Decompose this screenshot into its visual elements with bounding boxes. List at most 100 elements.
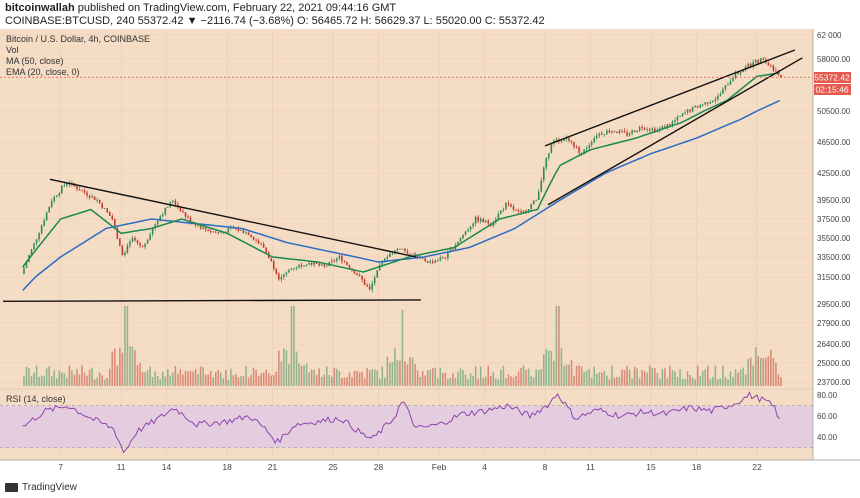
- volume-bar: [739, 369, 742, 386]
- candle-body: [621, 130, 623, 132]
- candle-body: [593, 137, 596, 143]
- volume-bar: [550, 350, 553, 386]
- volume-bar: [116, 365, 119, 386]
- author-name[interactable]: bitcoinwallah: [5, 2, 75, 14]
- candle-body: [512, 206, 515, 210]
- candle-body: [648, 129, 651, 131]
- candle-body: [308, 262, 310, 265]
- candle-body: [759, 58, 762, 64]
- candle-body: [679, 116, 681, 117]
- volume-bar: [654, 368, 656, 386]
- volume-bar: [40, 375, 43, 386]
- price-axis-panel[interactable]: [813, 29, 860, 460]
- volume-bar: [479, 366, 482, 386]
- price-tick-label: 25000.00: [817, 359, 851, 368]
- volume-bar: [255, 369, 257, 386]
- candle-body: [76, 186, 78, 190]
- volume-bar: [134, 350, 136, 386]
- volume-bar: [336, 368, 338, 386]
- candle-body: [247, 232, 250, 235]
- volume-bar: [341, 377, 343, 386]
- candle-body: [381, 260, 384, 266]
- volume-bar: [361, 371, 363, 386]
- price-tick-label: 35500.00: [817, 234, 851, 243]
- price-tick-label: 42500.00: [817, 169, 851, 178]
- candle-body: [507, 203, 510, 205]
- candle-body: [757, 60, 760, 64]
- volume-bar: [633, 366, 636, 386]
- candle-body: [156, 220, 159, 225]
- candle-body: [265, 247, 267, 253]
- candle-body: [161, 214, 164, 217]
- candle-body: [661, 126, 664, 129]
- candle-body: [48, 206, 50, 213]
- volume-bar: [648, 365, 651, 386]
- volume-bar: [404, 361, 406, 386]
- volume-bar: [714, 365, 717, 386]
- time-axis-panel[interactable]: [0, 460, 860, 474]
- volume-bar: [280, 361, 283, 386]
- volume-bar: [709, 378, 712, 386]
- price-tick-label: 23700.00: [817, 378, 851, 387]
- candle-body: [532, 200, 535, 205]
- volume-bar: [66, 377, 68, 386]
- volume-bar: [189, 370, 192, 386]
- candle-body: [98, 199, 101, 204]
- candle-body: [575, 147, 578, 148]
- candle-body: [691, 106, 694, 112]
- volume-bar: [232, 375, 235, 386]
- candle-body: [202, 227, 204, 229]
- tradingview-logo[interactable]: TradingView: [5, 482, 77, 493]
- volume-bar: [363, 377, 366, 386]
- candle-body: [220, 232, 222, 234]
- volume-bar: [449, 377, 452, 386]
- volume-bar: [681, 378, 684, 386]
- candle-body: [447, 252, 449, 259]
- volume-bar: [285, 350, 288, 386]
- price-tick-label: 58000.00: [817, 55, 851, 64]
- candle-body: [235, 228, 237, 230]
- candle-body: [429, 261, 432, 263]
- volume-bar: [144, 372, 146, 386]
- volume-bar: [722, 365, 724, 386]
- volume-bar: [159, 379, 162, 386]
- candle-body: [643, 127, 646, 130]
- time-axis-labels: 7 11 14 18 21 25 28 Feb 4 8 11 15 18 22: [58, 462, 762, 472]
- volume-bar: [202, 367, 204, 386]
- volume-bar: [343, 377, 346, 386]
- candle-body: [754, 60, 757, 63]
- volume-bar: [192, 371, 194, 386]
- candle-body: [497, 213, 500, 219]
- volume-bar: [167, 369, 169, 386]
- candle-body: [474, 216, 477, 224]
- volume-bar: [719, 378, 722, 386]
- candle-body: [182, 211, 184, 213]
- volume-bar: [671, 370, 674, 386]
- candle-body: [545, 158, 548, 168]
- candle-body: [83, 190, 86, 193]
- volume-bar: [601, 372, 603, 386]
- candle-body: [237, 228, 240, 231]
- volume-bar: [674, 371, 676, 386]
- volume-bar: [220, 372, 222, 386]
- candle-body: [356, 273, 358, 276]
- volume-bar: [368, 370, 371, 386]
- volume-bar: [275, 371, 278, 386]
- volume-bar: [484, 376, 487, 386]
- volume-bar: [505, 378, 507, 386]
- trendline-3: [547, 57, 803, 206]
- volume-bar: [76, 368, 78, 386]
- candle-body: [260, 243, 262, 245]
- volume-bar: [174, 365, 177, 386]
- candle-body: [283, 274, 285, 277]
- volume-bar: [381, 366, 384, 386]
- volume-bar: [666, 377, 669, 386]
- candle-body: [550, 143, 553, 154]
- volume-bar: [272, 374, 275, 386]
- volume-bar: [568, 364, 570, 386]
- candle-body: [288, 270, 290, 273]
- volume-bar: [73, 374, 76, 386]
- candle-body: [141, 245, 144, 247]
- chart-title: Bitcoin / U.S. Dollar, 4h, COINBASE: [6, 34, 150, 44]
